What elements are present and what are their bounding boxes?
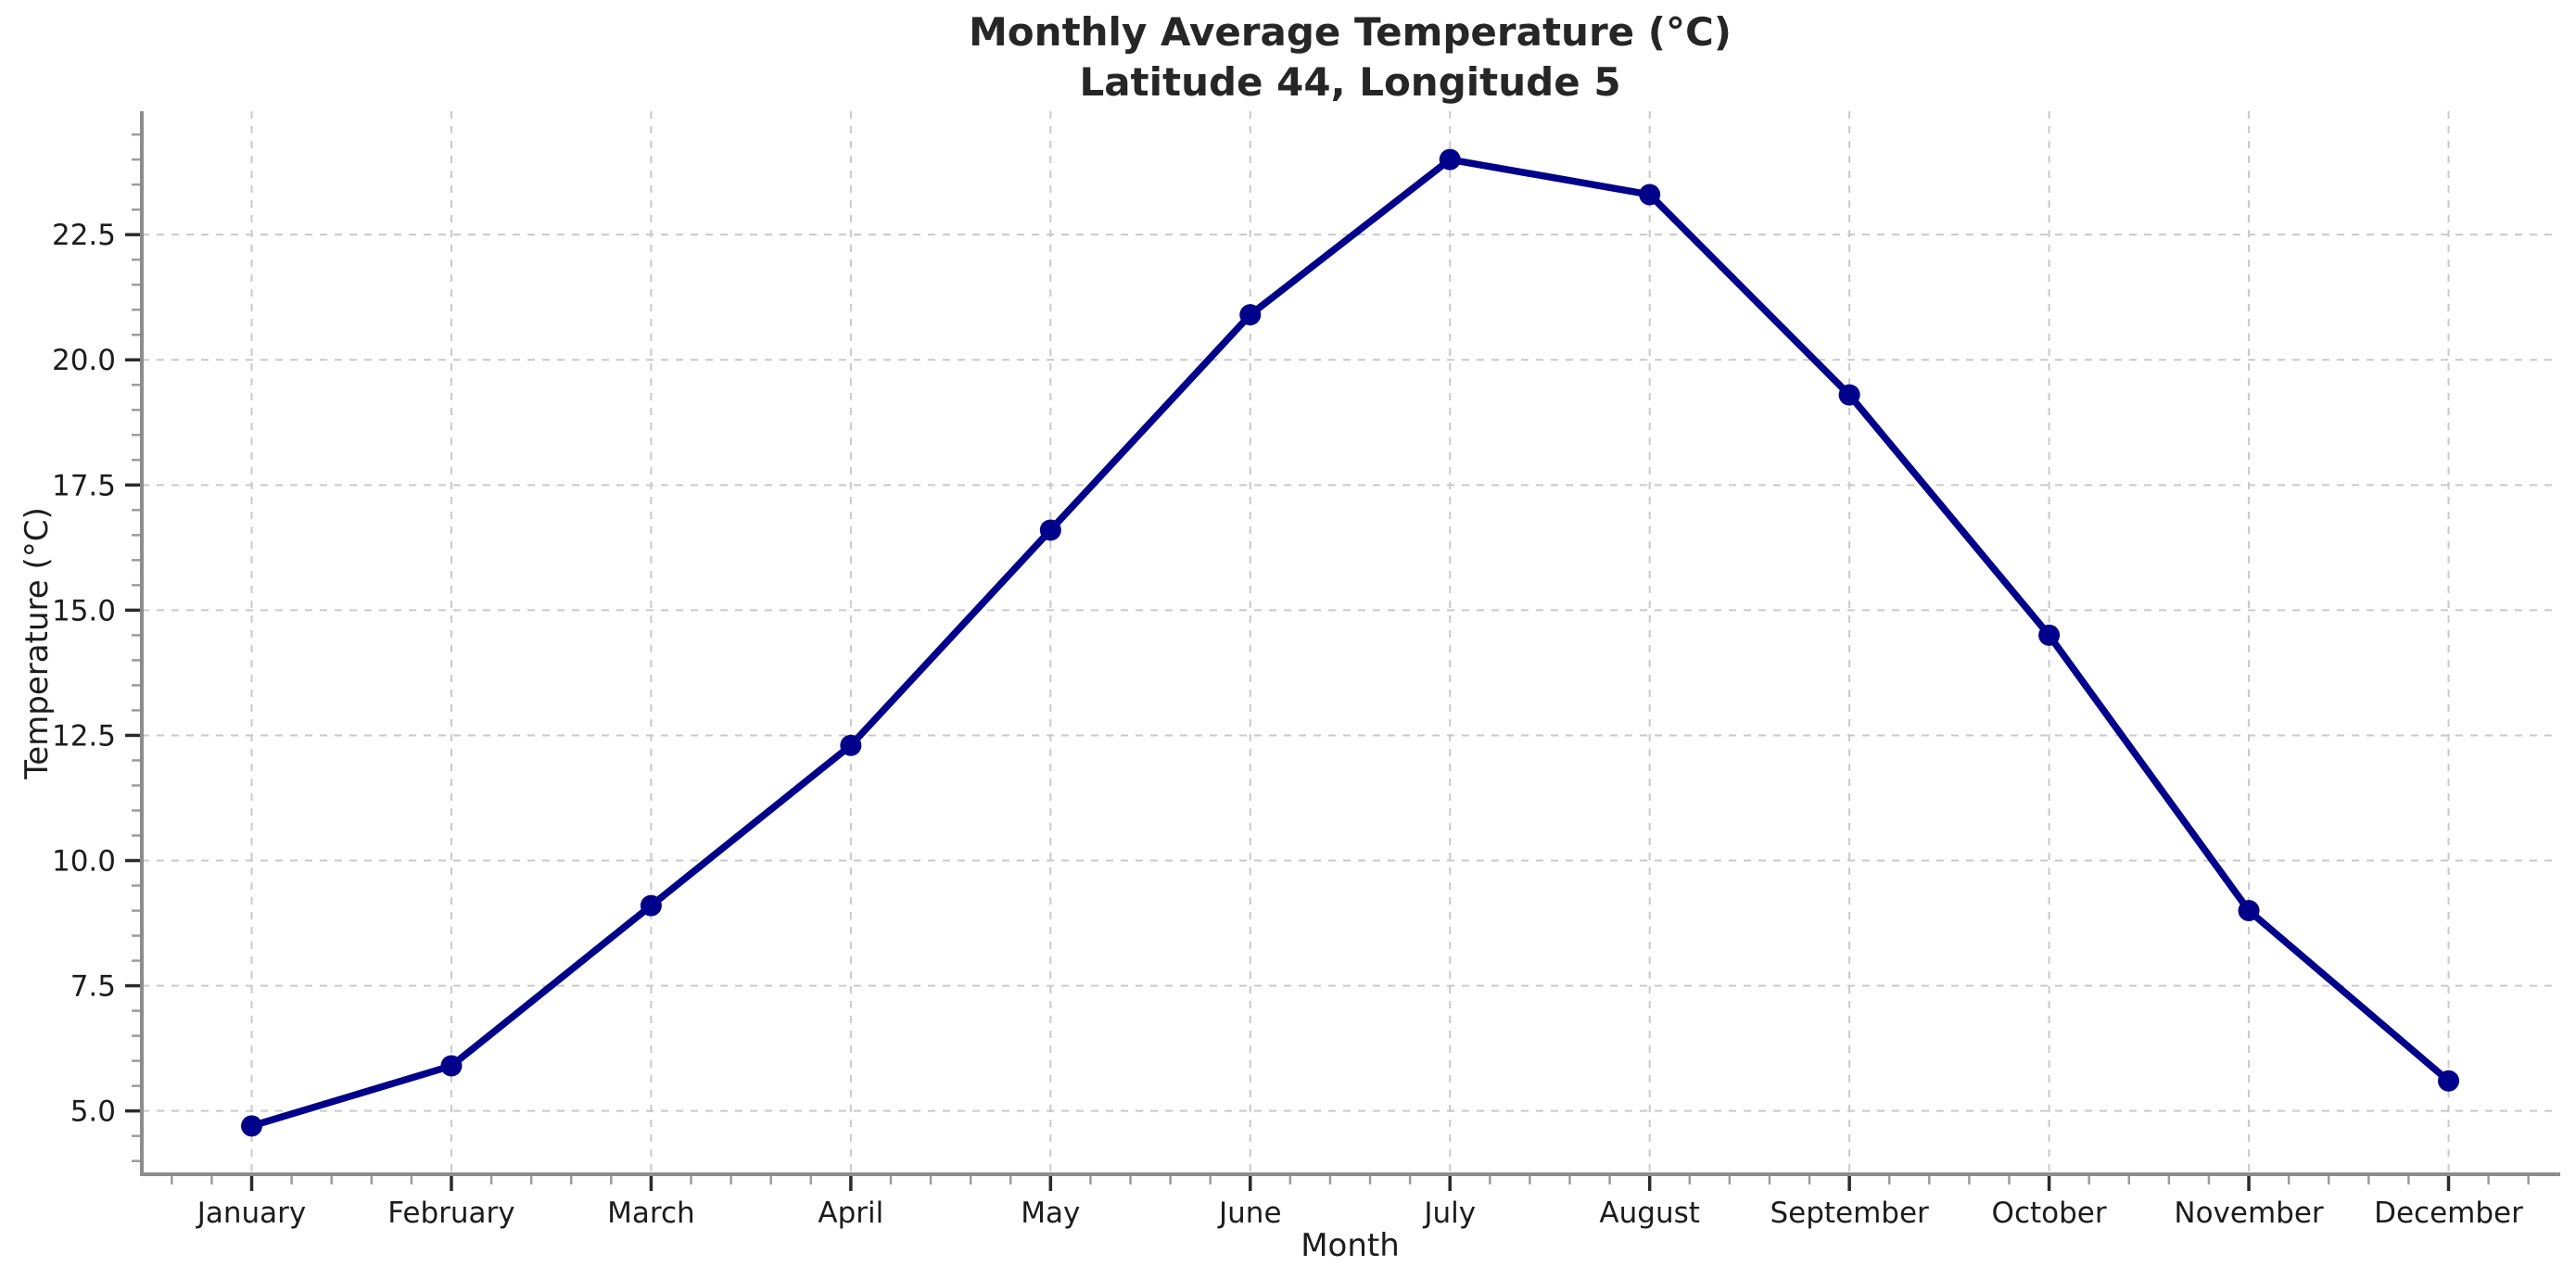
x-axis-label: Month bbox=[1301, 1227, 1400, 1264]
y-tick-label: 10.0 bbox=[52, 845, 116, 879]
x-tick-label: January bbox=[196, 1197, 307, 1230]
temperature-line bbox=[247, 156, 2453, 1130]
data-point-marker bbox=[2438, 1070, 2459, 1092]
x-tick-label: March bbox=[607, 1197, 695, 1230]
data-point-marker bbox=[840, 734, 862, 756]
chart-title-line1: Monthly Average Temperature (°C) bbox=[969, 9, 1732, 55]
x-tick-label: February bbox=[387, 1197, 514, 1230]
data-point-marker bbox=[241, 1115, 262, 1137]
x-tick-label: September bbox=[1770, 1197, 1929, 1230]
x-tick-label: July bbox=[1422, 1197, 1476, 1230]
x-tick-label: November bbox=[2174, 1197, 2324, 1230]
y-tick-label: 7.5 bbox=[70, 970, 116, 1004]
data-point-marker bbox=[1639, 184, 1661, 206]
y-tick-label: 22.5 bbox=[52, 219, 116, 252]
data-point-marker bbox=[1439, 148, 1461, 171]
data-point-marker bbox=[640, 894, 662, 917]
x-tick-label: October bbox=[1992, 1197, 2107, 1230]
y-tick-label: 17.5 bbox=[52, 469, 116, 502]
x-tick-label: April bbox=[818, 1197, 883, 1230]
data-point-marker bbox=[1239, 304, 1262, 326]
x-tick-label: December bbox=[2374, 1197, 2523, 1230]
chart-title-line2: Latitude 44, Longitude 5 bbox=[1079, 59, 1621, 105]
y-tick-label: 15.0 bbox=[52, 594, 116, 627]
x-tick-label: May bbox=[1021, 1197, 1080, 1230]
data-point-marker bbox=[1838, 384, 1860, 406]
y-tick-label: 20.0 bbox=[52, 344, 116, 377]
data-point-marker bbox=[2238, 900, 2260, 922]
x-tick-label: June bbox=[1217, 1197, 1282, 1230]
data-point-marker bbox=[1039, 519, 1061, 541]
data-point-marker bbox=[2038, 624, 2061, 646]
data-point-marker bbox=[440, 1055, 463, 1077]
chart-title: Monthly Average Temperature (°C) Latitud… bbox=[142, 7, 2558, 108]
y-axis-label: Temperature (°C) bbox=[19, 507, 56, 779]
x-tick-label: August bbox=[1599, 1197, 1700, 1230]
y-tick-label: 5.0 bbox=[70, 1095, 116, 1129]
y-tick-label: 12.5 bbox=[52, 719, 116, 753]
